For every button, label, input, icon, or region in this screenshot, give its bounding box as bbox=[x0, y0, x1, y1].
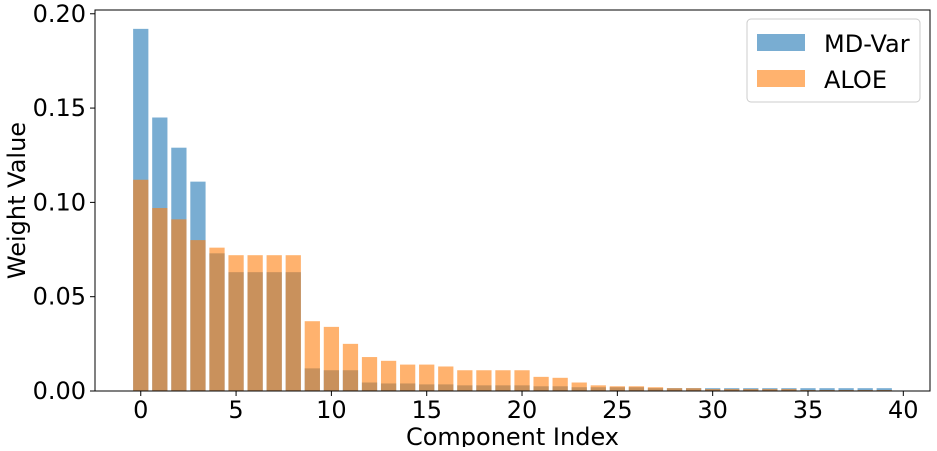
x-tick-label: 20 bbox=[507, 396, 538, 424]
bar-aloe-8 bbox=[285, 255, 301, 391]
x-tick-label: 40 bbox=[888, 396, 919, 424]
bar-aloe-20 bbox=[514, 370, 530, 391]
bar-aloe-29 bbox=[685, 388, 702, 391]
legend-swatch-aloe bbox=[757, 70, 805, 87]
bar-aloe-31 bbox=[724, 389, 740, 391]
bar-aloe-7 bbox=[266, 255, 282, 391]
bar-aloe-3 bbox=[190, 240, 206, 391]
y-tick-label: 0.15 bbox=[33, 94, 86, 122]
bar-aloe-32 bbox=[743, 389, 759, 391]
y-tick-label: 0.20 bbox=[33, 0, 86, 28]
bar-aloe-6 bbox=[247, 255, 263, 391]
bar-aloe-21 bbox=[533, 376, 549, 391]
bar-aloe-25 bbox=[609, 386, 625, 391]
axes-layer: 0 5 10 15 20 25 30 35 40 0.00 0.05 0.10 0.15 0.20 Comp… bbox=[3, 0, 931, 451]
bar-aloe-22 bbox=[552, 377, 568, 391]
legend-swatch-md-var bbox=[757, 34, 805, 51]
bar-aloe-33 bbox=[762, 389, 778, 391]
x-tick-label: 0 bbox=[133, 396, 148, 424]
bar-md-var-39 bbox=[876, 388, 892, 391]
bar-aloe-28 bbox=[666, 388, 683, 391]
bar-aloe-16 bbox=[438, 366, 454, 391]
y-axis-label: Weight Value bbox=[3, 122, 31, 279]
bar-aloe-24 bbox=[590, 385, 606, 391]
bar-aloe-4 bbox=[209, 247, 225, 391]
bar-aloe-34 bbox=[781, 389, 797, 391]
bar-aloe-17 bbox=[457, 370, 473, 391]
legend-label-md-var: MD-Var bbox=[824, 30, 910, 58]
bar-aloe-26 bbox=[628, 386, 645, 391]
bar-aloe-12 bbox=[361, 357, 378, 391]
bar-md-var-37 bbox=[838, 388, 854, 391]
bar-aloe-14 bbox=[400, 364, 416, 391]
legend-label-aloe: ALOE bbox=[824, 66, 887, 94]
bar-aloe-2 bbox=[171, 219, 187, 391]
x-tick-label: 30 bbox=[697, 396, 728, 424]
y-tick-label: 0.00 bbox=[33, 377, 86, 405]
x-tick-label: 35 bbox=[793, 396, 824, 424]
bar-aloe-19 bbox=[495, 370, 511, 391]
bar-aloe-10 bbox=[323, 326, 340, 391]
x-axis-label: Component Index bbox=[406, 423, 619, 447]
y-tick-label: 0.10 bbox=[33, 188, 86, 216]
x-tick-label: 15 bbox=[411, 396, 442, 424]
y-tick-label: 0.05 bbox=[33, 283, 86, 311]
bars-layer bbox=[133, 28, 892, 392]
bar-md-var-35 bbox=[800, 388, 816, 391]
plot-frame bbox=[94, 9, 931, 392]
bar-md-var-38 bbox=[857, 388, 873, 391]
bar-aloe-9 bbox=[304, 321, 320, 391]
x-tick-label: 5 bbox=[228, 396, 243, 424]
x-tick-label: 25 bbox=[602, 396, 633, 424]
bar-md-var-36 bbox=[819, 388, 835, 391]
legend: MD-Var ALOE bbox=[746, 18, 921, 103]
bar-aloe-30 bbox=[705, 389, 721, 391]
bar-aloe-15 bbox=[419, 364, 435, 391]
bar-aloe-5 bbox=[228, 255, 244, 391]
bar-aloe-11 bbox=[342, 343, 359, 391]
bar-aloe-23 bbox=[571, 382, 587, 391]
bar-aloe-27 bbox=[647, 387, 664, 391]
bar-aloe-1 bbox=[152, 208, 168, 391]
bar-aloe-13 bbox=[380, 360, 397, 391]
bar-aloe-18 bbox=[476, 370, 492, 391]
bar-aloe-0 bbox=[133, 179, 149, 391]
x-tick-label: 10 bbox=[316, 396, 347, 424]
